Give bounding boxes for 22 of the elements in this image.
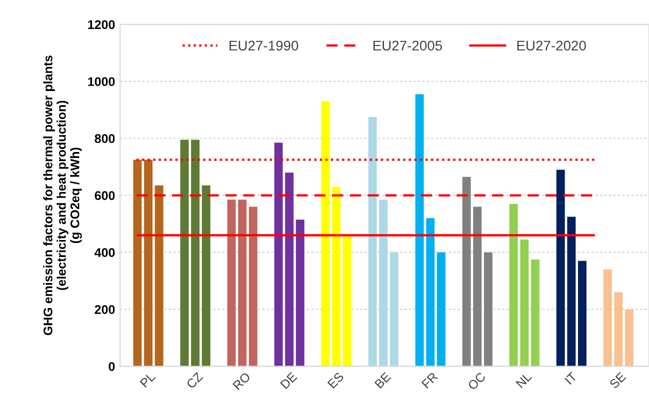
legend-label: EU27-2005 <box>373 40 442 51</box>
legend-label: EU27-2020 <box>517 40 586 51</box>
y-tick-label: 200 <box>94 305 115 314</box>
y-tick-label: 0 <box>108 362 115 371</box>
x-tick-label: SE <box>609 372 626 390</box>
x-tick-label: PL <box>140 372 156 388</box>
x-tick-label: FR <box>421 372 438 389</box>
x-tick-label: CZ <box>186 372 204 389</box>
y-tick-label: 1200 <box>88 20 115 30</box>
x-tick-label: NL <box>516 372 532 388</box>
y-tick-label: 400 <box>94 248 115 257</box>
x-tick-label: ES <box>327 372 344 389</box>
legend-label: EU27-1990 <box>230 40 298 51</box>
y-tick-label: 600 <box>94 191 115 200</box>
x-tick-label: IT <box>564 372 578 385</box>
y-axis-title: GHG emission factors for thermal power plants (electricity and heat production) (g CO2eq / kWh) <box>43 56 82 336</box>
y-tick-label: 800 <box>94 134 115 144</box>
x-tick-label: RO <box>232 372 251 390</box>
y-tick-label: 1000 <box>88 77 115 86</box>
x-tick-label: BE <box>374 372 392 389</box>
x-tick-label: DE <box>280 372 298 390</box>
x-tick-label: OC <box>467 372 486 390</box>
